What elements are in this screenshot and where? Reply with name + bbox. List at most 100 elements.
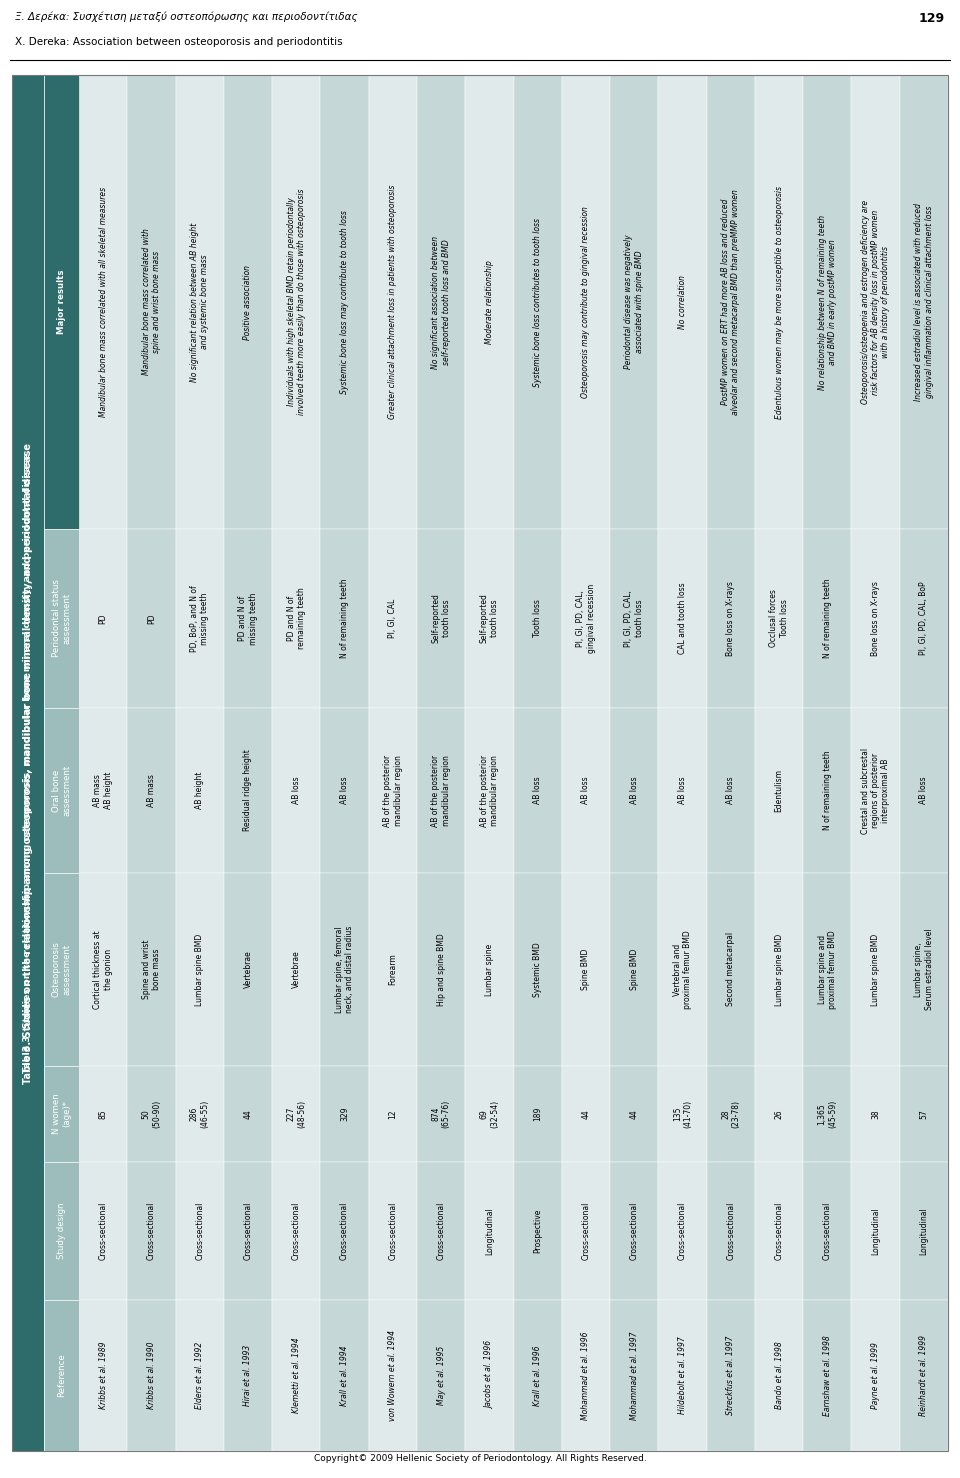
Bar [417,1299,466,1451]
Text: AB loss: AB loss [340,777,349,804]
Bar [79,1066,128,1162]
Text: Osteoporosis may contribute to gingival recession: Osteoporosis may contribute to gingival … [582,205,590,398]
Bar [562,1299,610,1451]
Bar [466,529,514,708]
Text: Bone loss on X-rays: Bone loss on X-rays [727,581,735,656]
Bar [417,708,466,873]
Text: Individuals with high skeletal BMD retain periodontally
involved teeth more easi: Individuals with high skeletal BMD retai… [286,189,306,415]
Bar [804,1162,852,1299]
Text: Cross-sectional: Cross-sectional [388,1202,397,1261]
Bar [852,1066,900,1162]
Bar [610,1162,659,1299]
Text: 874
(65-76): 874 (65-76) [431,1100,451,1128]
Bar [466,873,514,1066]
Text: Self-reported
tooth loss: Self-reported tooth loss [431,594,451,643]
Bar [417,873,466,1066]
Bar [804,1299,852,1451]
Text: Cross-sectional: Cross-sectional [630,1202,638,1261]
Bar [514,529,562,708]
Text: N of remaining teeth: N of remaining teeth [340,579,349,658]
Bar [707,1299,755,1451]
Text: 44: 44 [630,1108,638,1119]
Bar [659,75,707,529]
Bar [659,529,707,708]
Bar [466,1066,514,1162]
Bar [176,75,224,529]
Text: Oral bone
assessment: Oral bone assessment [52,766,71,816]
Bar [852,1299,900,1451]
Bar [128,1066,176,1162]
Bar [900,1162,948,1299]
Bar [224,529,272,708]
Text: 1,365
(45-59): 1,365 (45-59) [818,1100,837,1128]
Text: Mohammad et al. 1996: Mohammad et al. 1996 [582,1332,590,1419]
Bar [321,75,369,529]
Bar [610,75,659,529]
Bar [900,708,948,873]
Bar [12,75,44,1451]
Text: Bando et al. 1998: Bando et al. 1998 [775,1342,783,1409]
Text: May et al. 1995: May et al. 1995 [437,1345,445,1406]
Bar [659,1299,707,1451]
Text: Vertebral and
proximal femur BMD: Vertebral and proximal femur BMD [673,930,692,1009]
Text: Klemetti et al. 1994: Klemetti et al. 1994 [292,1338,300,1413]
Bar [321,873,369,1066]
Text: Cross-sectional: Cross-sectional [582,1202,590,1261]
Text: Cross-sectional: Cross-sectional [195,1202,204,1261]
Bar [128,1299,176,1451]
Bar [514,1066,562,1162]
Text: Prospective: Prospective [533,1209,542,1253]
Bar [272,529,321,708]
Bar [514,1299,562,1451]
Text: Osteoporosis/osteopenia and estrogen deficiency are
risk factors for AB density : Osteoporosis/osteopenia and estrogen def… [861,200,891,403]
Bar [176,708,224,873]
Text: Krall et al. 1994: Krall et al. 1994 [340,1345,349,1406]
Bar [79,708,128,873]
Text: Occlusal forces
Tooth loss: Occlusal forces Tooth loss [769,590,789,647]
Bar [707,873,755,1066]
Text: AB loss: AB loss [582,777,590,804]
Text: Cross-sectional: Cross-sectional [244,1202,252,1261]
Text: Moderate relationship: Moderate relationship [485,260,493,344]
Bar [224,1299,272,1451]
Bar [321,708,369,873]
Text: Cross-sectional: Cross-sectional [292,1202,300,1261]
Bar [852,708,900,873]
Bar [900,529,948,708]
Bar [514,1162,562,1299]
Text: Copyright© 2009 Hellenic Society of Periodontology. All Rights Reserved.: Copyright© 2009 Hellenic Society of Peri… [314,1454,646,1463]
Text: Table 3. Studies on the relationship among osteoporosis, mandibular bone mineral: Table 3. Studies on the relationship amo… [23,452,33,1073]
Text: Kribbs et al. 1990: Kribbs et al. 1990 [147,1342,156,1409]
Bar [755,75,804,529]
Text: Cross-sectional: Cross-sectional [99,1202,108,1261]
Bar [755,873,804,1066]
Bar [369,529,417,708]
Bar [659,873,707,1066]
Bar [417,529,466,708]
Bar [707,529,755,708]
Bar [128,1162,176,1299]
Text: Lumbar spine,
Serum estradiol level: Lumbar spine, Serum estradiol level [914,928,933,1009]
Text: Mandibular bone mass correlated with all skeletal measures: Mandibular bone mass correlated with all… [99,188,108,417]
Text: Vertebrae: Vertebrae [292,950,300,989]
Bar [514,708,562,873]
Text: Tooth loss: Tooth loss [533,600,542,637]
Bar [44,873,79,1066]
Bar [562,529,610,708]
Text: 12: 12 [388,1108,397,1119]
Bar [900,1066,948,1162]
Bar [272,1162,321,1299]
Text: No relationship between N of remaining teeth
and BMD in early postMP women: No relationship between N of remaining t… [818,214,837,390]
Text: Cross-sectional: Cross-sectional [340,1202,349,1261]
Bar [514,75,562,529]
Bar [755,529,804,708]
Text: Lumbar spine BMD: Lumbar spine BMD [195,933,204,1005]
Bar [417,1066,466,1162]
Bar [369,1299,417,1451]
Text: Reference: Reference [57,1354,66,1397]
Text: 129: 129 [919,12,945,25]
Bar [610,1066,659,1162]
Bar [176,1162,224,1299]
Text: Spine BMD: Spine BMD [630,949,638,990]
Bar [369,75,417,529]
